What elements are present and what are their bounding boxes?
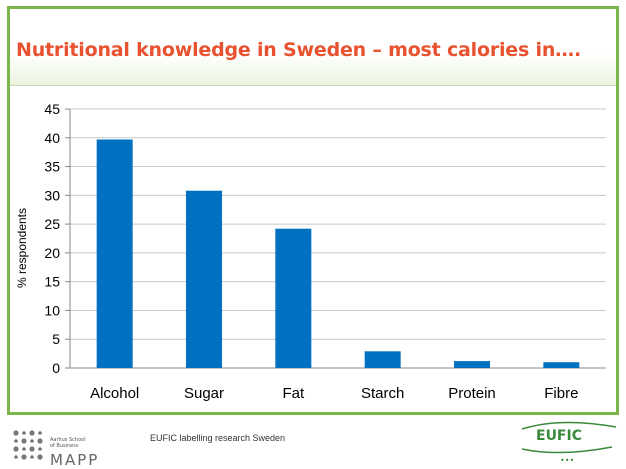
y-tick-label: 30 xyxy=(44,187,60,203)
logo-dot xyxy=(30,455,34,459)
footer-caption: EUFIC labelling research Sweden xyxy=(150,433,286,443)
logo-dot xyxy=(14,439,18,443)
logo-dot xyxy=(14,455,18,459)
logo-dot xyxy=(13,430,19,436)
slide-title: Nutritional knowledge in Sweden – most c… xyxy=(16,39,581,61)
bar-sugar xyxy=(186,190,222,368)
aarhus-line1: Aarhus School xyxy=(50,437,86,443)
aarhus-line2: of Business xyxy=(50,443,79,449)
logo-dot xyxy=(29,430,35,436)
category-label: Fibre xyxy=(544,385,578,402)
logo-dot xyxy=(30,439,34,443)
bars xyxy=(96,139,580,368)
category-label: Protein xyxy=(448,385,496,402)
y-tick-label: 45 xyxy=(44,101,60,117)
y-tick-label: 0 xyxy=(52,360,60,376)
y-tick-label: 20 xyxy=(44,245,60,261)
mapp-logo-text: MAPP xyxy=(50,451,100,469)
y-tick-label: 25 xyxy=(44,216,60,232)
dot-grid-icon xyxy=(13,430,43,460)
logo-dot xyxy=(13,446,19,452)
logo-dot xyxy=(38,447,42,451)
y-tick-label: 5 xyxy=(52,331,60,347)
footer: Aarhus School of Business MAPP EUFIC lab… xyxy=(0,415,626,469)
bar-fat xyxy=(275,228,312,368)
category-label: Fat xyxy=(282,385,305,402)
svg-text:•••: ••• xyxy=(560,456,574,465)
category-label: Sugar xyxy=(184,385,224,402)
bar-protein xyxy=(454,361,490,368)
aarhus-logo: Aarhus School of Business MAPP xyxy=(12,427,122,469)
title-bar: Nutritional knowledge in Sweden – most c… xyxy=(10,9,616,86)
logo-dot xyxy=(37,438,43,444)
bar-fibre xyxy=(543,362,580,368)
bar-chart: 0 5 10 15 20 25 30 35 40 45 Alcohol Sugar Fat Starch… xyxy=(15,101,606,402)
logo-dot xyxy=(21,454,27,460)
logo-dot xyxy=(21,438,27,444)
grid-lines xyxy=(65,108,606,369)
category-label: Starch xyxy=(361,385,404,402)
aarhus-school-text: Aarhus School of Business xyxy=(50,437,86,449)
y-tick-label: 35 xyxy=(44,159,60,175)
eufic-logo-text: EUFIC xyxy=(536,428,582,444)
bar-alcohol xyxy=(96,139,133,368)
logo-dot xyxy=(37,454,43,460)
y-tick-label: 10 xyxy=(44,302,60,318)
category-labels: Alcohol Sugar Fat Starch Protein Fibre xyxy=(90,385,578,402)
eufic-logo: ••• EUFIC xyxy=(520,419,620,465)
logo-dot xyxy=(38,431,42,435)
y-tick-label: 15 xyxy=(44,274,60,290)
category-label: Alcohol xyxy=(90,385,139,402)
y-axis-label: % respondents xyxy=(15,208,29,288)
y-tick-label: 40 xyxy=(44,130,60,146)
logo-dot xyxy=(22,447,26,451)
logo-dot xyxy=(29,446,35,452)
bar-starch xyxy=(364,351,401,368)
y-tick-labels: 0 5 10 15 20 25 30 35 40 45 xyxy=(44,101,60,376)
logo-dot xyxy=(22,431,26,435)
eufic-swoosh-icon: ••• xyxy=(521,421,617,465)
